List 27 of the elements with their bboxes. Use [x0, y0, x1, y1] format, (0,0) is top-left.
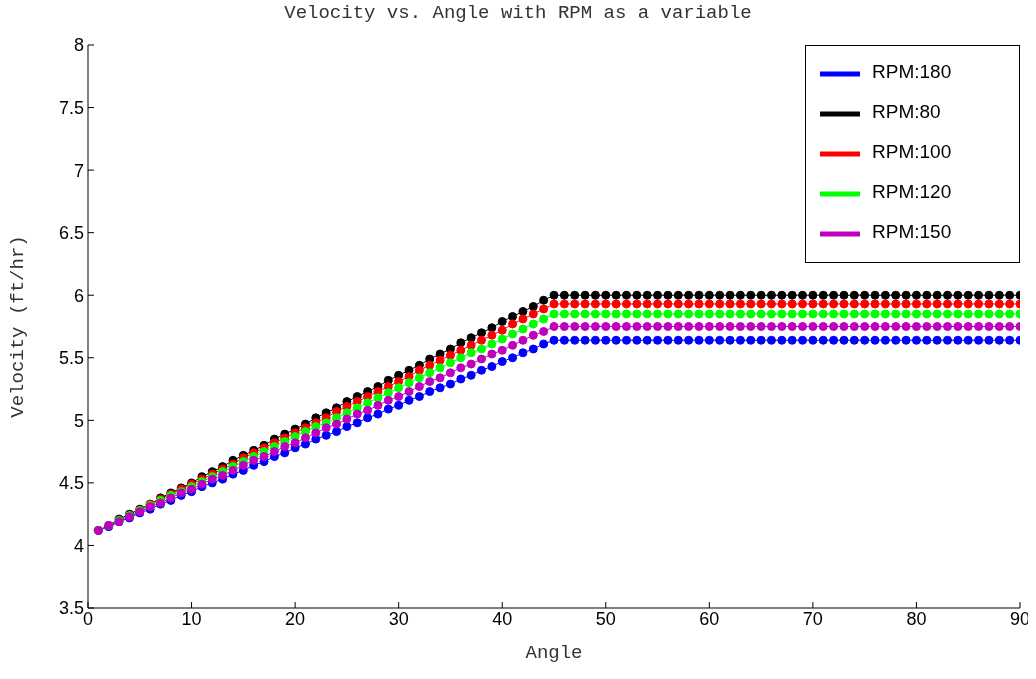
- x-tick-label: 30: [388, 608, 409, 629]
- legend-label: RPM:100: [872, 140, 952, 162]
- chart-title: Velocity vs. Angle with RPM as a variable: [283, 2, 753, 24]
- legend-label: RPM:150: [872, 220, 952, 242]
- y-tick-label: 5.5: [58, 348, 84, 369]
- y-tick-label: 7: [73, 160, 84, 181]
- y-tick-label: 7.5: [58, 97, 84, 118]
- y-axis-title: Velocity (ft/hr): [6, 235, 29, 418]
- y-tick-label: 3.5: [58, 598, 84, 619]
- y-tick-label: 5: [73, 410, 84, 431]
- legend-label: RPM:180: [872, 60, 952, 82]
- x-tick-label: 70: [802, 608, 823, 629]
- x-tick-label: 50: [595, 608, 616, 629]
- x-tick-label: 20: [285, 608, 306, 629]
- y-tick-label: 6: [73, 285, 84, 306]
- y-tick-label: 4.5: [58, 473, 84, 494]
- x-tick-label: 40: [492, 608, 513, 629]
- x-tick-label: 80: [906, 608, 927, 629]
- legend-label: RPM:80: [872, 100, 941, 122]
- y-tick-label: 6.5: [58, 223, 84, 244]
- x-axis-title: Angle: [525, 642, 583, 664]
- legend-label: RPM:120: [872, 180, 952, 202]
- x-tick-label: 60: [699, 608, 720, 629]
- y-tick-label: 8: [73, 35, 84, 56]
- x-tick-label: 10: [181, 608, 202, 629]
- y-tick-label: 4: [73, 535, 84, 556]
- x-tick-label: 0: [82, 608, 94, 629]
